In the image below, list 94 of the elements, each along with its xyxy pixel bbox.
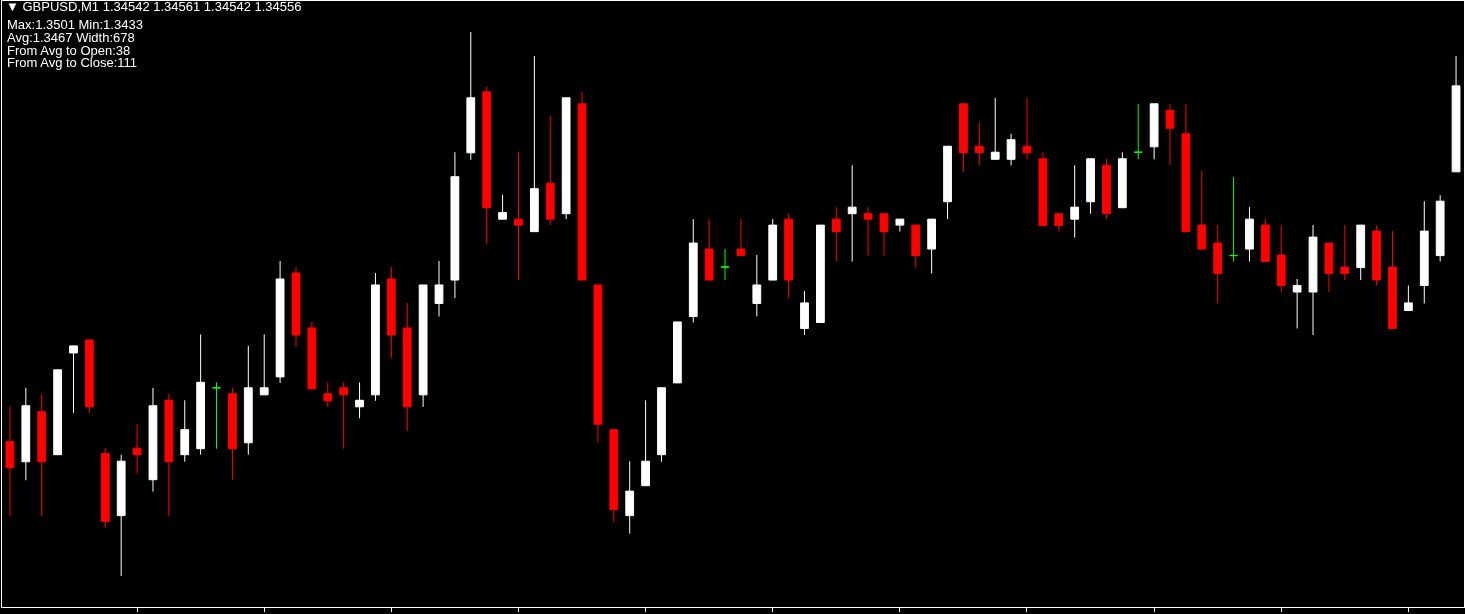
candlestick	[974, 121, 984, 166]
candlestick	[132, 423, 142, 474]
candlestick	[1133, 103, 1143, 160]
candlestick	[561, 97, 571, 220]
candlestick	[911, 224, 921, 269]
candlestick	[355, 381, 364, 419]
candlestick	[1102, 158, 1111, 220]
candlestick	[1324, 242, 1334, 293]
candlestick	[704, 218, 714, 281]
candlestick	[1117, 151, 1127, 209]
candlestick	[1054, 213, 1064, 233]
candlestick	[831, 206, 841, 263]
candlestick	[1388, 230, 1397, 329]
candlestick	[959, 103, 968, 173]
candlestick	[863, 206, 873, 257]
candlestick	[434, 260, 444, 318]
candlestick	[482, 85, 492, 245]
candlestick	[752, 254, 762, 318]
chart-title: ▼ GBPUSD,M1 1.34542 1.34561 1.34542 1.34556	[6, 0, 302, 15]
candlestick	[498, 194, 507, 220]
candlestick	[1435, 194, 1445, 263]
candlestick	[657, 387, 666, 463]
candlestick	[736, 218, 746, 257]
candlestick	[386, 266, 396, 359]
candlestick	[625, 460, 635, 535]
candlestick	[1372, 224, 1381, 286]
candlestick	[609, 429, 619, 523]
candlestick	[21, 387, 31, 481]
candlestick	[164, 393, 174, 517]
candlestick	[784, 213, 794, 299]
candlestick	[688, 218, 698, 323]
candlestick	[1086, 158, 1095, 215]
candlestick	[1276, 224, 1286, 293]
candlestick	[1229, 176, 1238, 263]
candlestick	[1292, 278, 1302, 329]
candlestick	[1006, 133, 1016, 166]
candlestick	[291, 266, 301, 348]
annotation: Avg:1.3467 Width:678	[7, 30, 135, 45]
candlestick	[5, 405, 15, 517]
candlestick	[1403, 285, 1413, 312]
candlestick	[323, 381, 333, 408]
candlestick	[879, 213, 889, 257]
candlestick	[816, 224, 825, 323]
candlestick	[927, 218, 937, 275]
candlestick	[148, 387, 158, 493]
candlestick	[371, 272, 380, 402]
candlestick	[1038, 151, 1048, 227]
candlestick	[768, 218, 778, 281]
candlestick	[672, 321, 682, 384]
candlestick	[1356, 224, 1366, 281]
candlestick	[212, 381, 221, 450]
candlestick	[1419, 200, 1429, 304]
candlestick	[800, 290, 809, 336]
candlestick	[529, 55, 539, 233]
candlestick	[990, 97, 1000, 160]
candlestick	[275, 260, 285, 384]
candlestick	[116, 454, 126, 577]
candlestick	[1451, 55, 1461, 173]
candlestick	[943, 145, 952, 220]
candlestick	[1022, 97, 1032, 160]
candlestick	[577, 91, 587, 281]
candlestick	[339, 381, 349, 450]
candlestick	[402, 302, 412, 432]
candlestick	[180, 399, 190, 463]
candlestick	[196, 333, 206, 456]
candlestick	[1181, 103, 1191, 233]
candlestick	[593, 284, 603, 444]
candlestick	[466, 31, 476, 161]
candlestick	[545, 115, 555, 226]
candlestick	[1260, 218, 1270, 263]
candlestick	[418, 284, 428, 408]
candlestick	[895, 218, 905, 233]
candlestick	[69, 345, 78, 414]
candlestick	[37, 393, 47, 517]
annotation: Max:1.3501 Min:1.3433	[7, 17, 143, 32]
candlestick	[1308, 224, 1318, 336]
candlestick	[1245, 206, 1254, 263]
candlestick	[1197, 170, 1207, 250]
candlestick	[307, 321, 317, 390]
candlestick	[243, 345, 253, 456]
candlestick	[847, 164, 857, 263]
candlestick	[1213, 224, 1223, 304]
candlestick	[450, 151, 460, 299]
candlestick	[1340, 224, 1350, 281]
candlestick	[53, 369, 63, 456]
candlestick	[1165, 103, 1175, 166]
candlestick	[1070, 164, 1080, 239]
candlestick	[1149, 103, 1159, 160]
candlestick	[259, 333, 269, 396]
candlestick	[641, 399, 650, 487]
candlestick	[85, 339, 94, 414]
candlestick	[100, 447, 110, 529]
candlestick	[228, 387, 237, 481]
candlestick	[514, 151, 523, 281]
